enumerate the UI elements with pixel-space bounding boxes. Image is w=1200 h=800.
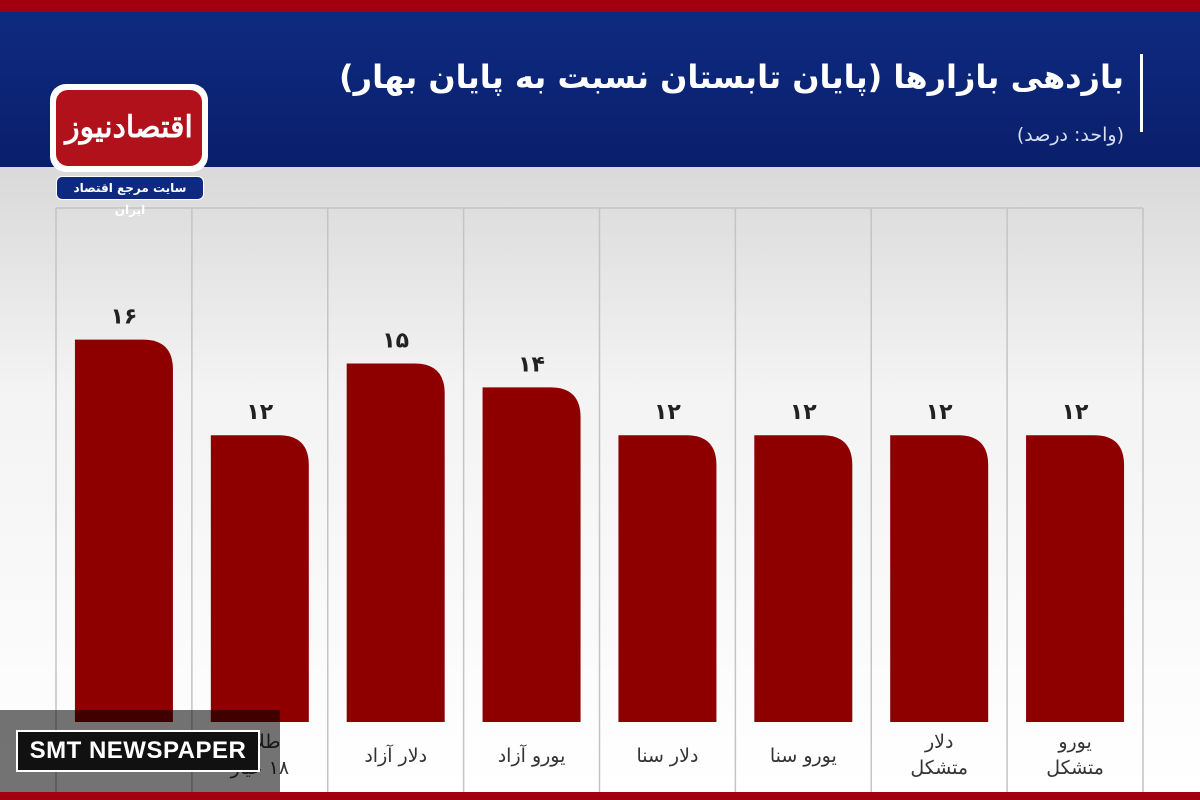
category-label: یورو سنا: [770, 745, 837, 767]
category-label: متشکل: [910, 757, 968, 779]
value-label: ۱۲: [654, 400, 681, 425]
chart-subtitle: (واحد: درصد): [1016, 124, 1124, 146]
bar-4: [482, 387, 581, 722]
category-label: متشکل: [1046, 757, 1104, 779]
category-label: دلار آزاد: [364, 743, 427, 767]
header-divider: [1140, 54, 1143, 132]
watermark-text: SMT NEWSPAPER: [16, 730, 260, 772]
category-label: یورو: [1057, 731, 1091, 753]
logo-tagline: سایت مرجع اقتصاد ایران: [56, 176, 204, 217]
value-label: ۱۵: [382, 329, 409, 354]
chart-title: بازدهی بازارها (پایان تابستان نسبت به پا…: [339, 58, 1124, 96]
brand-logo: اقتصادنیوز سایت مرجع اقتصاد ایران: [50, 84, 208, 217]
category-label: دلار سنا: [636, 745, 698, 767]
bottom-accent-strip: [0, 792, 1200, 800]
value-label: ۱۲: [246, 400, 273, 425]
value-label: ۱۴: [518, 352, 545, 377]
top-accent-strip: [0, 0, 1200, 12]
bar-3: [346, 363, 445, 722]
category-label: یورو آزاد: [498, 743, 566, 767]
bar-6: [754, 435, 853, 722]
bar-2: [210, 435, 309, 722]
bar-7: [890, 435, 989, 722]
value-label: ۱۲: [926, 400, 953, 425]
logo-frame: اقتصادنیوز: [50, 84, 208, 172]
value-label: ۱۲: [1062, 400, 1089, 425]
watermark-overlay: SMT NEWSPAPER: [0, 710, 280, 792]
value-label: ۱۶: [111, 305, 138, 330]
value-label: ۱۲: [790, 400, 817, 425]
logo-wordmark: اقتصادنیوز: [56, 90, 202, 166]
bar-5: [618, 435, 717, 722]
bar-1: [74, 339, 173, 722]
bar-8: [1026, 435, 1125, 722]
category-label: دلار: [924, 731, 953, 753]
